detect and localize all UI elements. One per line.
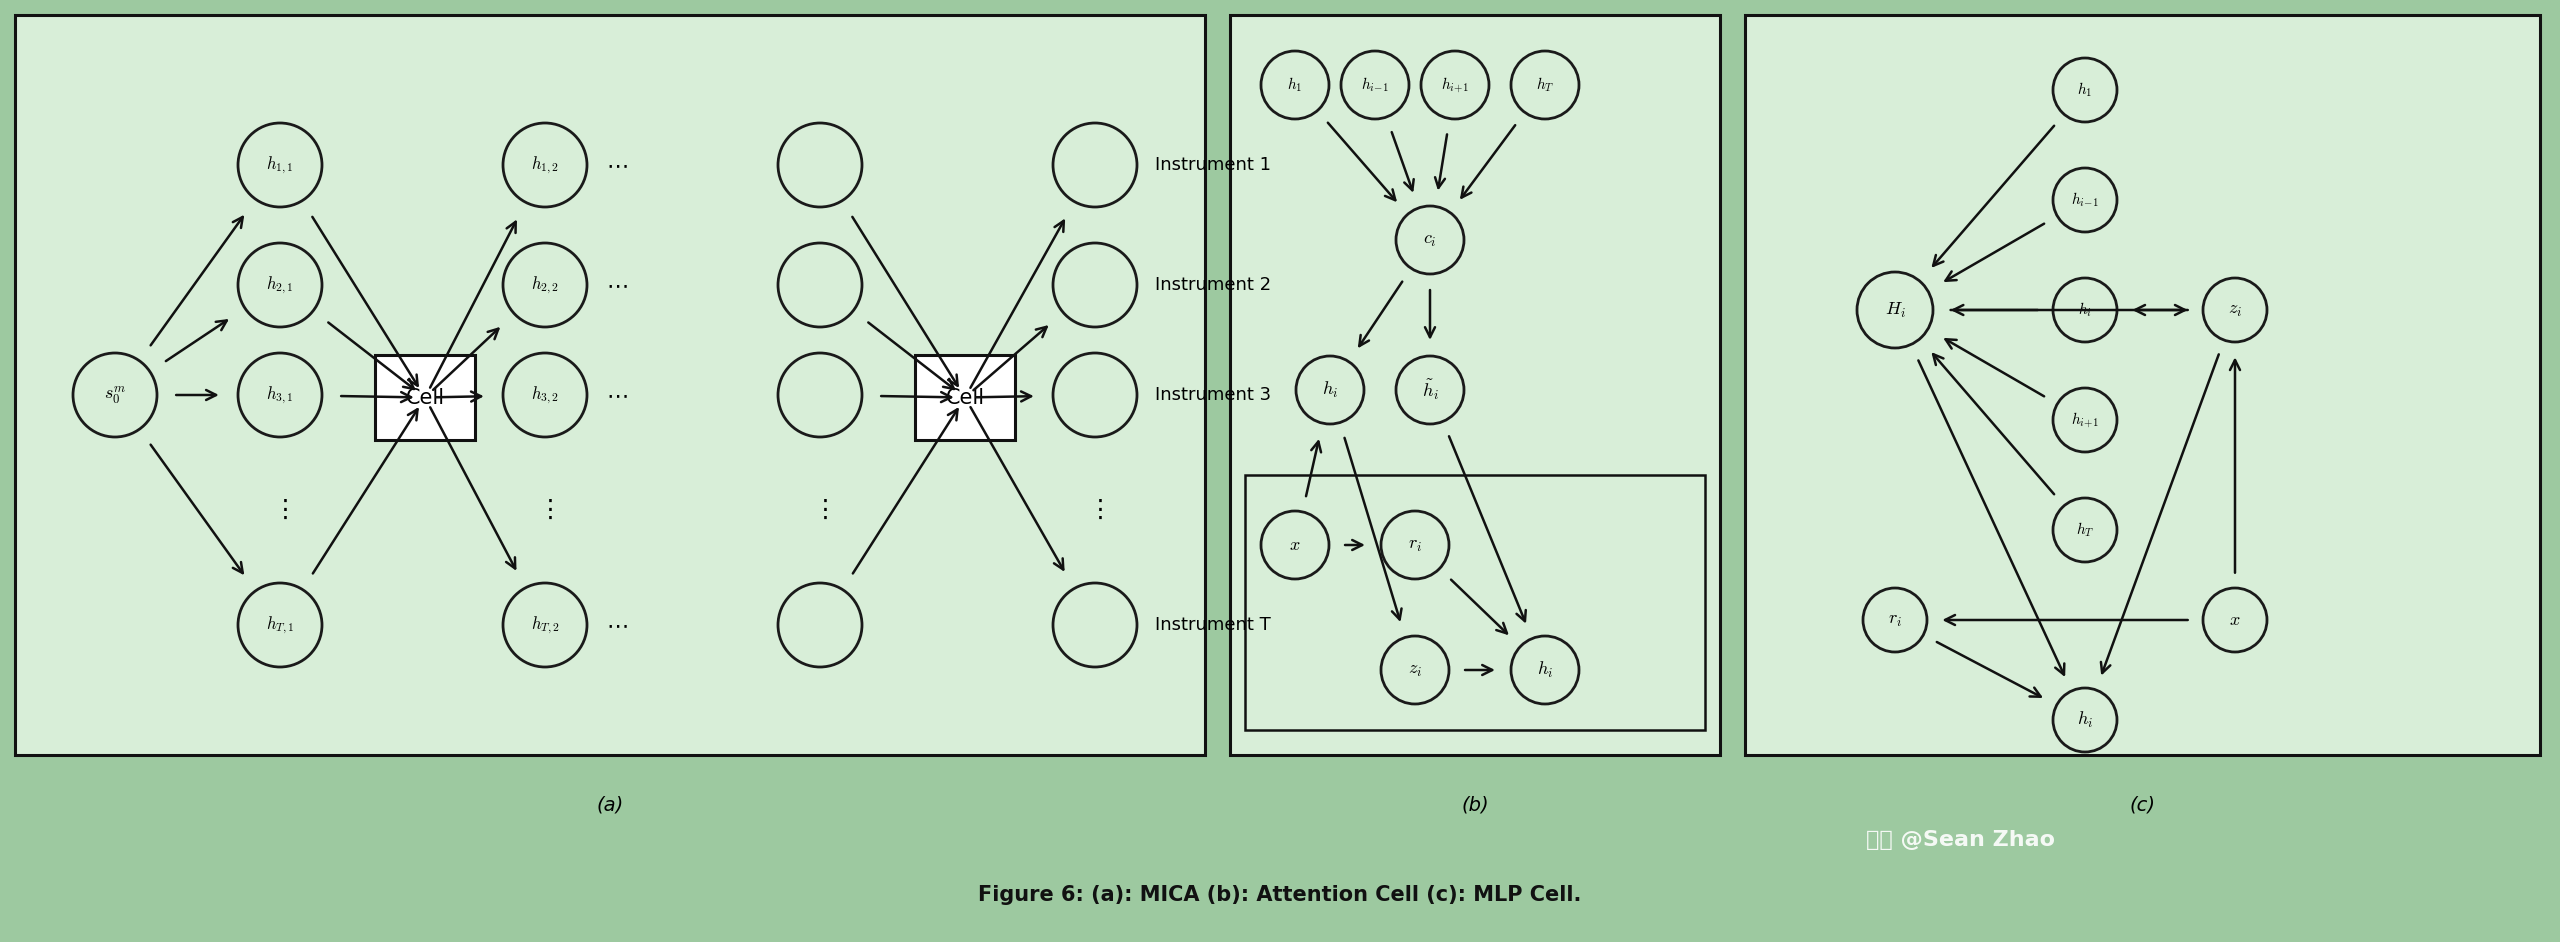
Circle shape	[2053, 278, 2117, 342]
Circle shape	[502, 353, 586, 437]
Circle shape	[502, 583, 586, 667]
Text: $\vdots$: $\vdots$	[271, 498, 287, 522]
Circle shape	[2204, 278, 2268, 342]
Text: $h_{1,1}$: $h_{1,1}$	[266, 154, 294, 176]
Circle shape	[502, 243, 586, 327]
FancyBboxPatch shape	[1229, 15, 1720, 755]
Circle shape	[1380, 511, 1449, 579]
Text: $s_0^m$: $s_0^m$	[105, 384, 125, 406]
Circle shape	[1421, 51, 1490, 119]
Text: $\tilde{h}_i$: $\tilde{h}_i$	[1421, 378, 1439, 402]
Circle shape	[238, 353, 323, 437]
Circle shape	[2053, 498, 2117, 562]
Circle shape	[1262, 511, 1329, 579]
FancyBboxPatch shape	[914, 355, 1014, 440]
Text: 知乎 @Sean Zhao: 知乎 @Sean Zhao	[1866, 830, 2056, 850]
Text: $h_{1,2}$: $h_{1,2}$	[530, 154, 558, 176]
Text: $\cdots$: $\cdots$	[607, 275, 627, 295]
Circle shape	[238, 583, 323, 667]
Circle shape	[1395, 206, 1464, 274]
Circle shape	[1380, 636, 1449, 704]
FancyBboxPatch shape	[15, 15, 1206, 755]
Text: $h_{T,1}$: $h_{T,1}$	[266, 614, 294, 636]
Circle shape	[2053, 688, 2117, 752]
Text: $h_T$: $h_T$	[1536, 75, 1554, 94]
Text: $x$: $x$	[2230, 611, 2240, 629]
Circle shape	[74, 353, 156, 437]
Text: (a): (a)	[596, 795, 625, 815]
Text: $h_T$: $h_T$	[2076, 521, 2094, 540]
Text: $h_{2,1}$: $h_{2,1}$	[266, 274, 294, 296]
Circle shape	[778, 583, 863, 667]
Circle shape	[1262, 51, 1329, 119]
Text: $h_i$: $h_i$	[2076, 710, 2094, 730]
Circle shape	[2053, 58, 2117, 122]
Text: $h_1$: $h_1$	[2076, 81, 2092, 99]
Circle shape	[778, 243, 863, 327]
Text: $h_{3,2}$: $h_{3,2}$	[530, 384, 558, 406]
Circle shape	[1052, 123, 1137, 207]
Text: $h_{i\!-\!1}$: $h_{i\!-\!1}$	[2071, 190, 2099, 209]
Text: $\vdots$: $\vdots$	[538, 498, 553, 522]
Text: (b): (b)	[1462, 795, 1490, 815]
Text: Instrument 2: Instrument 2	[1155, 276, 1272, 294]
Circle shape	[1856, 272, 1933, 348]
Text: $\vdots$: $\vdots$	[1088, 498, 1103, 522]
Text: $\cdots$: $\cdots$	[607, 155, 627, 175]
Circle shape	[2053, 388, 2117, 452]
Text: $h_1$: $h_1$	[1288, 75, 1303, 94]
Text: $\vdots$: $\vdots$	[812, 498, 827, 522]
Text: $c_i$: $c_i$	[1423, 231, 1436, 249]
Text: $z_i$: $z_i$	[1408, 661, 1421, 679]
FancyBboxPatch shape	[1746, 15, 2540, 755]
Text: $\cdots$: $\cdots$	[607, 615, 627, 635]
Text: $x$: $x$	[1290, 536, 1300, 554]
Circle shape	[1864, 588, 1928, 652]
Text: Cell: Cell	[404, 387, 445, 408]
Text: $r_i$: $r_i$	[1889, 611, 1902, 629]
Text: $h_{i\!+\!1}$: $h_{i\!+\!1}$	[2071, 410, 2099, 430]
Circle shape	[2204, 588, 2268, 652]
Text: $z_i$: $z_i$	[2227, 301, 2243, 319]
Text: Figure 6: (a): MICA (b): Attention Cell (c): MLP Cell.: Figure 6: (a): MICA (b): Attention Cell …	[978, 885, 1582, 905]
Circle shape	[778, 353, 863, 437]
Text: Instrument 1: Instrument 1	[1155, 156, 1270, 174]
Circle shape	[778, 123, 863, 207]
Circle shape	[1510, 636, 1580, 704]
Text: $h_{T,2}$: $h_{T,2}$	[530, 614, 561, 636]
Circle shape	[238, 123, 323, 207]
Text: Instrument 3: Instrument 3	[1155, 386, 1272, 404]
Circle shape	[1510, 51, 1580, 119]
Circle shape	[1395, 356, 1464, 424]
Text: $h_{i\!-\!1}$: $h_{i\!-\!1}$	[1362, 75, 1390, 94]
Text: $\cdots$: $\cdots$	[607, 385, 627, 405]
Circle shape	[1341, 51, 1408, 119]
Circle shape	[502, 123, 586, 207]
Circle shape	[2053, 168, 2117, 232]
Circle shape	[1052, 583, 1137, 667]
Text: $h_{3,1}$: $h_{3,1}$	[266, 384, 294, 406]
Text: $h_{2,2}$: $h_{2,2}$	[530, 274, 558, 296]
Text: (c): (c)	[2130, 795, 2156, 815]
Text: $H_i$: $H_i$	[1884, 300, 1905, 319]
Circle shape	[238, 243, 323, 327]
Text: $h_i$: $h_i$	[1321, 380, 1339, 400]
Circle shape	[1052, 353, 1137, 437]
Circle shape	[1052, 243, 1137, 327]
Text: Cell: Cell	[945, 387, 986, 408]
Text: $h_i$: $h_i$	[1536, 660, 1554, 680]
Circle shape	[1295, 356, 1364, 424]
Text: $h_i$: $h_i$	[2079, 300, 2092, 319]
FancyBboxPatch shape	[374, 355, 476, 440]
Text: $r_i$: $r_i$	[1408, 536, 1421, 554]
Text: $h_{i\!+\!1}$: $h_{i\!+\!1}$	[1441, 75, 1469, 95]
Text: Instrument T: Instrument T	[1155, 616, 1270, 634]
